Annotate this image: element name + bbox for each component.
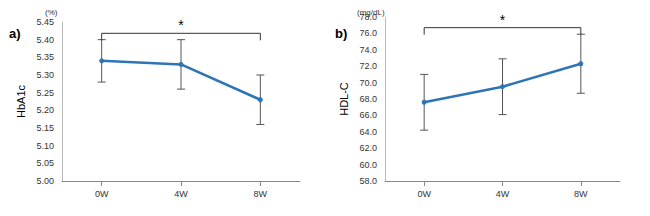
svg-text:5.15: 5.15 <box>36 123 54 133</box>
svg-text:5.40: 5.40 <box>36 35 54 45</box>
svg-text:*: * <box>500 12 506 28</box>
svg-text:8W: 8W <box>254 189 268 199</box>
svg-text:5.10: 5.10 <box>36 141 54 151</box>
svg-text:4W: 4W <box>496 189 510 199</box>
svg-text:72.0: 72.0 <box>359 61 377 71</box>
svg-text:HbA1c: HbA1c <box>15 84 27 118</box>
svg-text:5.25: 5.25 <box>36 88 54 98</box>
svg-text:60.0: 60.0 <box>359 160 377 170</box>
svg-text:b): b) <box>335 26 347 41</box>
svg-text:62.0: 62.0 <box>359 143 377 153</box>
svg-text:(%): (%) <box>45 8 58 17</box>
svg-text:a): a) <box>9 26 21 41</box>
svg-text:0W: 0W <box>417 189 431 199</box>
svg-text:4W: 4W <box>174 189 188 199</box>
svg-text:*: * <box>178 17 184 33</box>
svg-text:70.0: 70.0 <box>359 78 377 88</box>
svg-text:5.05: 5.05 <box>36 158 54 168</box>
svg-text:5.20: 5.20 <box>36 105 54 115</box>
svg-text:5.45: 5.45 <box>36 17 54 27</box>
svg-text:78.0: 78.0 <box>359 12 377 22</box>
svg-text:8W: 8W <box>574 189 588 199</box>
svg-text:(mg/dL): (mg/dL) <box>357 8 385 17</box>
svg-text:5.00: 5.00 <box>36 176 54 186</box>
svg-text:5.30: 5.30 <box>36 70 54 80</box>
svg-text:66.0: 66.0 <box>359 110 377 120</box>
svg-text:58.0: 58.0 <box>359 176 377 186</box>
svg-text:64.0: 64.0 <box>359 127 377 137</box>
svg-text:5.35: 5.35 <box>36 52 54 62</box>
svg-text:76.0: 76.0 <box>359 28 377 38</box>
svg-text:68.0: 68.0 <box>359 94 377 104</box>
svg-text:74.0: 74.0 <box>359 45 377 55</box>
svg-text:HDL-C: HDL-C <box>338 82 350 116</box>
svg-text:0W: 0W <box>95 189 109 199</box>
